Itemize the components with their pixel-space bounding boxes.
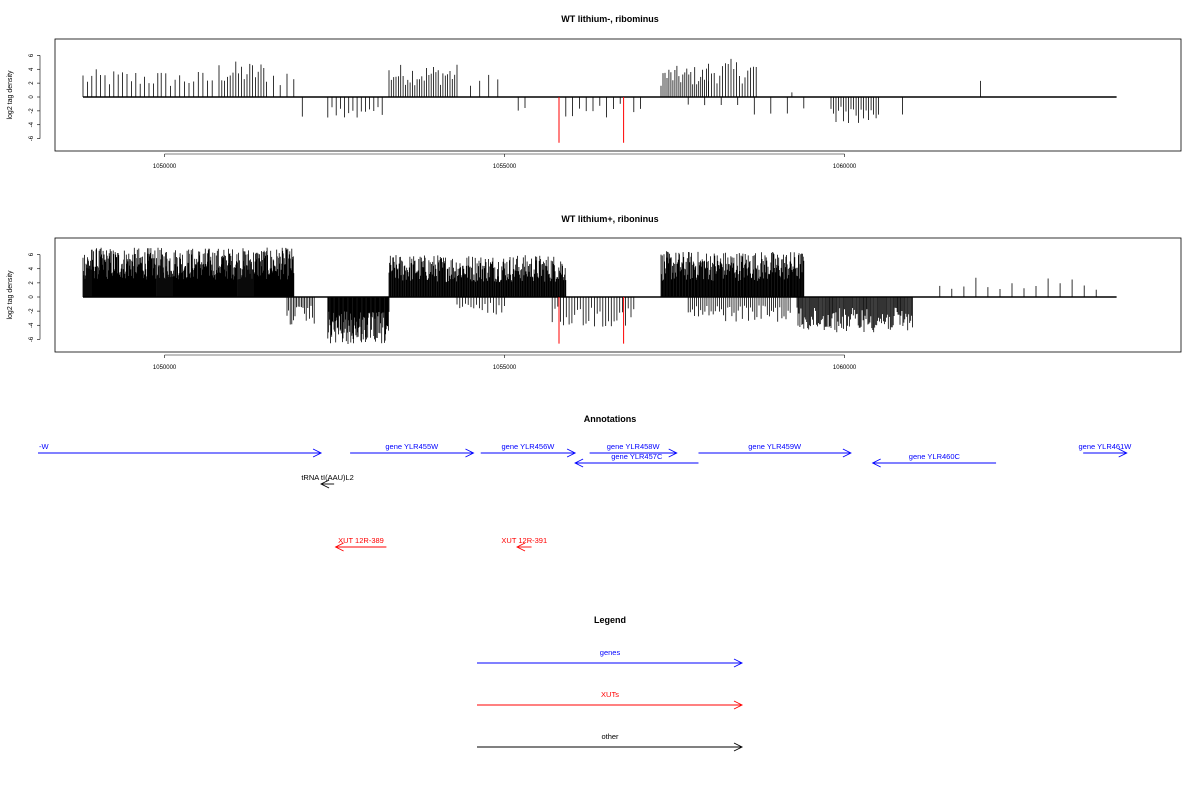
x-tick-label: 1060000 bbox=[833, 365, 857, 371]
x-tick-label: 1055000 bbox=[493, 365, 517, 371]
y-axis-label: log2 tag density bbox=[7, 270, 14, 320]
panel-title: WT lithium-, ribominus bbox=[561, 14, 659, 24]
y-tick-label: 0 bbox=[29, 95, 35, 99]
y-tick-label: 0 bbox=[29, 295, 35, 299]
y-tick-label: 6 bbox=[29, 252, 35, 256]
y-axis: -6 -4 -2 0 2 4 6 bbox=[29, 53, 41, 141]
feature-label: tRNA tI(AAU)L2 bbox=[301, 473, 354, 482]
feature-arrows: -W gene YLR455W gene YLR456W gene YLR458Wge… bbox=[38, 442, 1133, 552]
y-tick-label: -4 bbox=[29, 121, 35, 127]
feature-arrow-head bbox=[312, 448, 323, 458]
feature-label: gene YLR458W bbox=[607, 442, 661, 451]
feature: gene YLR458W bbox=[589, 442, 678, 458]
feature-label: gene YLR455W bbox=[385, 442, 439, 451]
feature: XUT 12R-389 bbox=[334, 536, 387, 552]
plot-frame bbox=[54, 38, 1182, 152]
x-axis: 1050000 1055000 1060000 bbox=[153, 153, 857, 170]
legend-label: XUTs bbox=[601, 690, 619, 699]
legend-arrow-head bbox=[733, 742, 744, 752]
feature-arrow-head bbox=[668, 448, 678, 458]
y-tick-label: -2 bbox=[29, 108, 35, 114]
y-tick-label: 4 bbox=[29, 67, 35, 71]
feature-label: gene YLR457C bbox=[611, 452, 663, 461]
legend-label: genes bbox=[600, 648, 621, 657]
feature-arrow-head bbox=[566, 448, 577, 458]
annotations-title: Annotations bbox=[584, 414, 637, 424]
x-tick-label: 1050000 bbox=[153, 365, 177, 371]
feature: tRNA tI(AAU)L2 bbox=[301, 473, 354, 489]
plot-frame bbox=[54, 237, 1182, 353]
feature-label: XUT 12R-389 bbox=[338, 536, 384, 545]
feature-arrow-head bbox=[334, 542, 344, 552]
feature-arrow-head bbox=[574, 458, 584, 468]
feature-label: XUT 12R-391 bbox=[501, 536, 547, 545]
feature-arrow-head bbox=[1118, 448, 1128, 458]
x-tick-label: 1050000 bbox=[153, 164, 177, 170]
legend-arrow-head bbox=[733, 658, 744, 668]
feature: gene YLR461W bbox=[1079, 442, 1133, 458]
annotations-track: Annotations -W gene YLR455W gene YLR456W ge… bbox=[38, 414, 1133, 552]
legend-entry: other bbox=[477, 732, 744, 752]
y-tick-label: 4 bbox=[29, 266, 35, 270]
panel-title: WT lithium+, riboninus bbox=[561, 214, 658, 224]
legend-entry: genes bbox=[477, 648, 744, 668]
feature: gene YLR459W bbox=[698, 442, 852, 458]
y-tick-label: 6 bbox=[29, 53, 35, 57]
y-axis: -6 -4 -2 0 2 4 6 bbox=[29, 252, 41, 342]
y-tick-label: -6 bbox=[29, 135, 35, 141]
legend-entry: XUTs bbox=[477, 690, 744, 710]
feature-label: gene YLR456W bbox=[502, 442, 556, 451]
feature-arrow-head bbox=[516, 542, 526, 552]
x-axis: 1050000 1055000 1060000 bbox=[153, 354, 857, 371]
legend: Legend genes XUTs other bbox=[477, 615, 744, 752]
panel-lithium-minus: WT lithium-, ribominus log2 tag density … bbox=[7, 14, 1182, 170]
x-tick-label: 1055000 bbox=[493, 164, 517, 170]
feature-arrow-head bbox=[465, 448, 475, 458]
feature: XUT 12R-391 bbox=[501, 536, 547, 552]
legend-label: other bbox=[601, 732, 619, 741]
feature-label: gene YLR459W bbox=[748, 442, 802, 451]
legend-title: Legend bbox=[594, 615, 626, 625]
legend-entries: genes XUTs other bbox=[477, 648, 744, 752]
y-tick-label: -2 bbox=[29, 308, 35, 314]
feature: -W bbox=[38, 442, 323, 458]
feature: gene YLR456W bbox=[480, 442, 577, 458]
y-tick-label: -4 bbox=[29, 322, 35, 328]
feature: gene YLR455W bbox=[350, 442, 475, 458]
bars bbox=[82, 58, 1117, 143]
feature-label: -W bbox=[39, 442, 49, 451]
panel-lithium-plus: WT lithium+, riboninus log2 tag density … bbox=[7, 214, 1182, 371]
feature: gene YLR457C bbox=[574, 452, 699, 468]
y-tick-label: -6 bbox=[29, 336, 35, 342]
feature-arrow-head bbox=[871, 458, 881, 468]
feature-arrow-head bbox=[320, 479, 330, 489]
bars bbox=[82, 247, 1117, 344]
y-tick-label: 2 bbox=[29, 281, 35, 285]
feature-arrow-head bbox=[842, 448, 852, 458]
y-axis-label: log2 tag density bbox=[7, 70, 14, 120]
feature-label: gene YLR461W bbox=[1079, 442, 1133, 451]
feature: gene YLR460C bbox=[871, 452, 997, 468]
feature-label: gene YLR460C bbox=[909, 452, 961, 461]
x-tick-label: 1060000 bbox=[833, 164, 857, 170]
legend-arrow-head bbox=[733, 700, 744, 710]
y-tick-label: 2 bbox=[29, 81, 35, 85]
